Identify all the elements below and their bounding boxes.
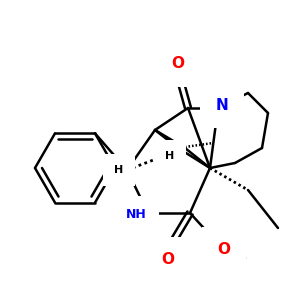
Text: N: N <box>216 98 228 112</box>
Text: O: O <box>161 253 175 268</box>
Text: O: O <box>172 56 184 71</box>
Text: H: H <box>114 165 124 175</box>
Text: NH: NH <box>126 208 146 221</box>
Point <box>166 258 170 262</box>
Text: O: O <box>218 242 230 257</box>
Text: H: H <box>165 151 175 161</box>
Point <box>222 248 226 252</box>
